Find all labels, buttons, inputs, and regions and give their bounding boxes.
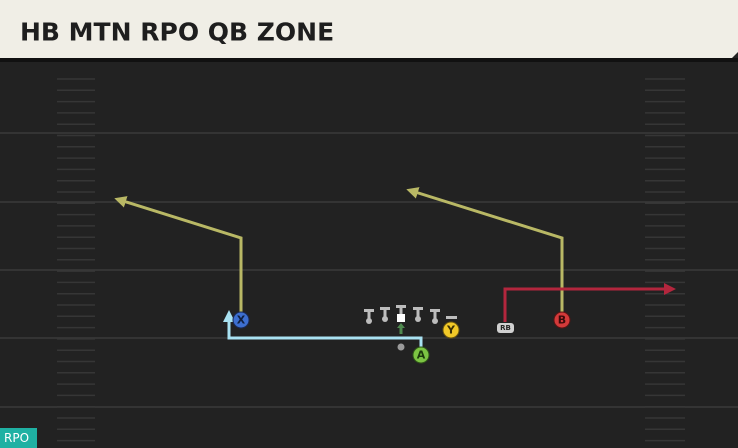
player-label: RB (500, 324, 511, 332)
player-a (412, 346, 430, 364)
player-rb (497, 323, 514, 333)
header-bar (0, 0, 738, 60)
player-x (232, 311, 250, 329)
player-label: X (237, 314, 246, 327)
player-b (553, 311, 571, 329)
rpo-badge (0, 428, 37, 448)
offensive-line (364, 305, 457, 324)
qb (397, 343, 405, 351)
player-y (442, 321, 460, 339)
route-x (114, 196, 243, 314)
qb-arrow (397, 323, 405, 334)
route-a (223, 310, 423, 350)
play-title: HB MTN RPO QB ZONE (20, 18, 334, 47)
player-label: Y (446, 324, 456, 337)
header-shadow (0, 58, 738, 62)
player-label: B (558, 314, 566, 327)
route-rb (503, 283, 676, 322)
badge-label: RPO (4, 431, 29, 445)
player-label: A (417, 349, 426, 362)
hash-marks (57, 78, 685, 442)
